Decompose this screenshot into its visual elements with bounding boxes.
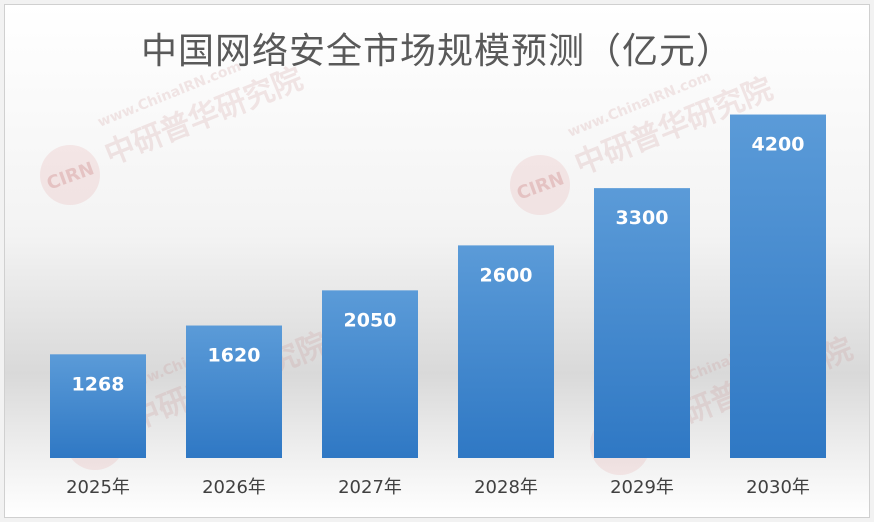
- x-tick-label: 2025年: [66, 477, 130, 498]
- data-label: 4200: [752, 134, 805, 156]
- data-label: 3300: [616, 207, 669, 229]
- bar-2030年: [730, 114, 826, 459]
- x-tick-label: 2027年: [338, 477, 402, 498]
- x-tick-label: 2029年: [610, 477, 674, 498]
- bar-2029年: [594, 188, 690, 458]
- x-tick-label: 2030年: [746, 477, 810, 498]
- watermark-logo-icon: [510, 155, 570, 215]
- data-label: 2600: [480, 264, 533, 286]
- bar-2028年: [458, 245, 554, 458]
- data-label: 1620: [208, 345, 261, 367]
- bar-2027年: [322, 290, 418, 458]
- bar-2026年: [186, 325, 282, 458]
- data-label: 2050: [344, 309, 397, 331]
- x-tick-label: 2026年: [202, 477, 266, 498]
- data-label: 1268: [72, 373, 125, 395]
- chart-title: 中国网络安全市场规模预测（亿元）: [140, 31, 733, 72]
- watermark-logo-icon: [40, 145, 100, 205]
- x-tick-label: 2028年: [474, 477, 538, 498]
- chart-area: [4, 4, 870, 518]
- bar-2025年: [50, 354, 146, 458]
